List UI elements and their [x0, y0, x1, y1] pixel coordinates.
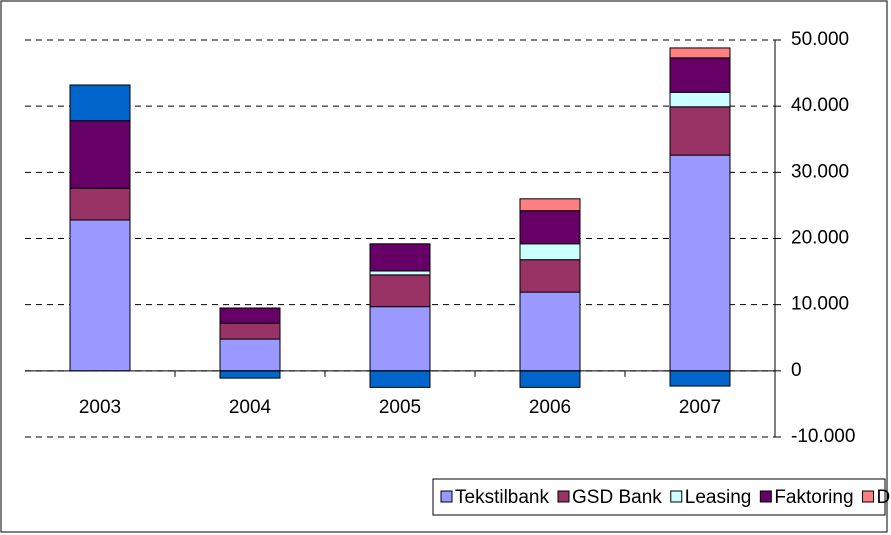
- x-tick-label: 2005: [379, 397, 421, 418]
- bar-segment: [369, 274, 431, 308]
- bar-segment: [369, 370, 431, 388]
- legend-swatch: [759, 490, 772, 503]
- bar-segment: [669, 57, 731, 93]
- y-tick-label: 30.000: [791, 161, 849, 182]
- x-tick-label: 2004: [229, 397, 272, 418]
- bar-segment: [219, 322, 281, 340]
- legend-label: Dış Ticaret: [877, 487, 891, 508]
- y-tick-label: 40.000: [791, 95, 849, 116]
- bar-segment: [669, 154, 731, 372]
- bar-segment: [669, 370, 731, 387]
- bar-segment: [519, 210, 581, 245]
- legend-label: GSD Bank: [572, 487, 662, 508]
- legend-box: [432, 478, 886, 516]
- bar-segment: [519, 198, 581, 212]
- y-tick-label: 50.000: [791, 29, 849, 50]
- legend-label: Faktoring: [774, 487, 853, 508]
- bar-segment: [369, 306, 431, 372]
- x-tick-label: 2007: [679, 397, 721, 418]
- x-tick-label: 2006: [529, 397, 571, 418]
- bar-segment: [369, 243, 431, 272]
- legend-swatch: [670, 490, 683, 503]
- bar-segment: [519, 291, 581, 372]
- bar-segment: [219, 370, 281, 379]
- bar-segment: [69, 219, 131, 372]
- legend-swatch: [440, 490, 453, 503]
- legend-swatch: [862, 490, 875, 503]
- bar-segment: [519, 243, 581, 261]
- bar-segment: [219, 307, 281, 324]
- bar-segment: [69, 120, 131, 189]
- legend-label: Tekstilbank: [455, 487, 549, 508]
- bar-segment: [69, 187, 131, 221]
- bar-segment: [669, 106, 731, 156]
- y-tick-label: -10.000: [791, 426, 855, 447]
- y-tick-label: 0: [791, 360, 802, 381]
- bar-segment: [69, 84, 131, 122]
- bar-segment: [669, 47, 731, 59]
- bar-segment: [519, 370, 581, 388]
- bar-segment: [369, 270, 431, 276]
- y-tick-label: 20.000: [791, 228, 849, 249]
- legend-label: Leasing: [685, 487, 752, 508]
- bar-segment: [219, 338, 281, 372]
- legend-swatch: [557, 490, 570, 503]
- y-tick-label: 10.000: [791, 294, 849, 315]
- x-tick-label: 2003: [79, 397, 121, 418]
- bar-segment: [669, 91, 731, 108]
- bar-segment: [519, 259, 581, 293]
